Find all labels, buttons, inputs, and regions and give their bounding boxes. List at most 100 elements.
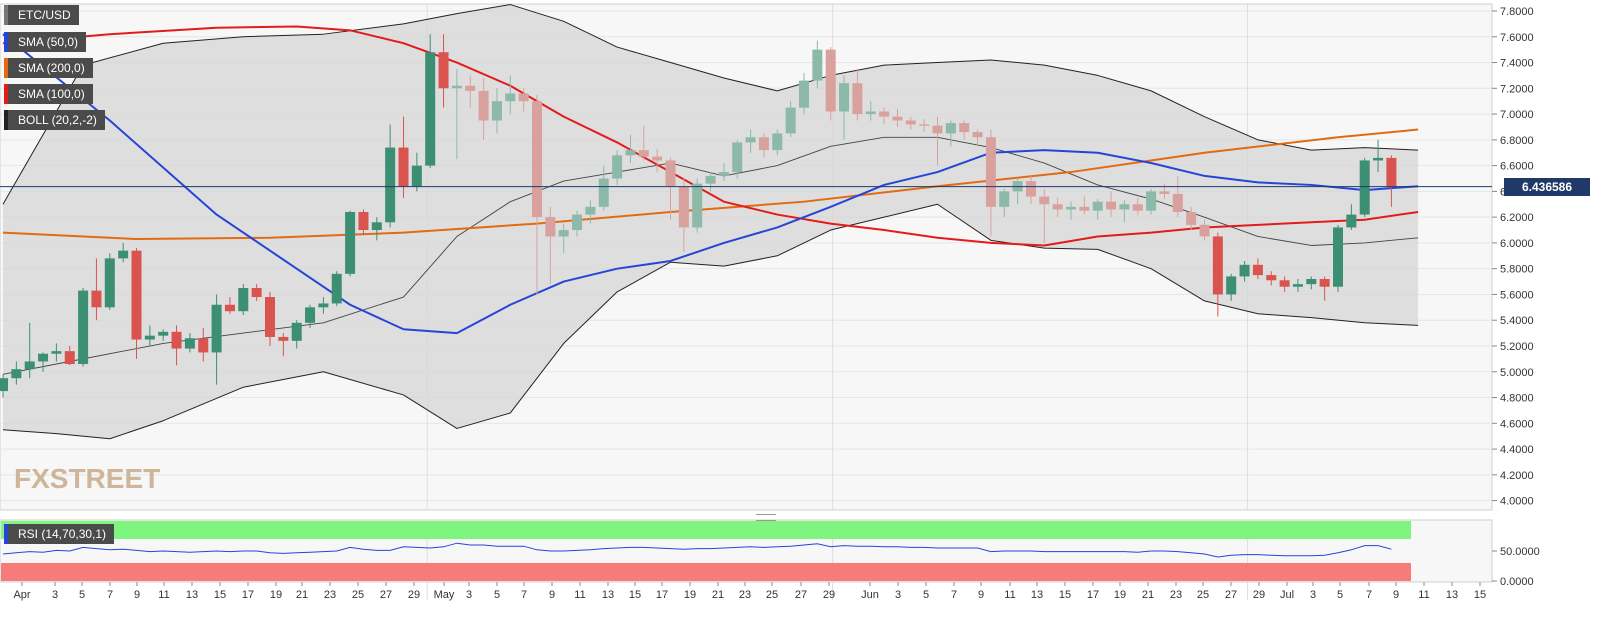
candle — [612, 150, 623, 185]
x-tick-label: 25 — [352, 589, 364, 601]
candle-body — [331, 273, 342, 304]
candle — [1279, 276, 1290, 292]
candle-body — [211, 304, 222, 353]
candle — [825, 47, 836, 121]
x-tick-label: 15 — [214, 589, 226, 601]
candle — [438, 34, 449, 108]
candle-body — [758, 137, 769, 151]
candle-body — [945, 123, 956, 134]
candle — [158, 329, 169, 341]
x-tick-label: 3 — [52, 589, 58, 601]
candle — [144, 325, 155, 346]
candle — [692, 178, 703, 233]
candle-body — [1386, 157, 1397, 187]
y-tick-label: 5.6000 — [1500, 289, 1534, 301]
candle — [505, 75, 516, 115]
candle — [224, 297, 235, 314]
candle-body — [1212, 236, 1223, 295]
candle — [1186, 206, 1197, 231]
candle-body — [411, 165, 422, 187]
x-tick-label: 25 — [766, 589, 778, 601]
candle — [1106, 191, 1117, 218]
candle-body — [1079, 206, 1090, 211]
x-tick-label: 7 — [1366, 589, 1372, 601]
candle-body — [1066, 206, 1076, 210]
candle-body — [932, 125, 943, 134]
candle — [265, 291, 275, 346]
candle — [772, 129, 783, 156]
candle-body — [0, 378, 8, 392]
candle — [625, 134, 636, 164]
y-tick-label: 7.6000 — [1500, 32, 1534, 44]
legend-rsi[interactable]: RSI (14,70,30,1) — [4, 524, 115, 544]
x-tick-label: 13 — [1446, 589, 1458, 601]
candle — [665, 157, 676, 220]
candle-body — [425, 52, 436, 166]
x-tick-label: 11 — [574, 589, 585, 601]
candle — [732, 139, 743, 179]
x-tick-label: 27 — [380, 589, 392, 601]
candle — [331, 271, 342, 307]
candle-body — [1306, 278, 1317, 285]
candle-body — [638, 150, 649, 157]
x-tick-label: 19 — [1114, 589, 1126, 601]
candle-body — [772, 133, 783, 151]
candle — [278, 333, 289, 357]
candle — [411, 152, 422, 192]
rsi-line — [2, 542, 1392, 558]
x-tick-label: 9 — [1393, 589, 1399, 601]
candle-body — [158, 331, 169, 336]
candle — [131, 248, 142, 359]
candle — [652, 148, 663, 173]
candle — [1119, 200, 1130, 223]
candle — [972, 129, 983, 147]
candle-body — [51, 351, 62, 354]
candle-body — [371, 222, 382, 231]
bollinger-middle-line — [2, 136, 1419, 375]
sma200-line — [2, 128, 1419, 241]
y-tick-label: 4.2000 — [1500, 470, 1534, 482]
candle — [1252, 258, 1263, 279]
candle — [932, 116, 943, 166]
x-tick-label: 29 — [1253, 589, 1265, 601]
candle-body — [1226, 276, 1237, 295]
current-price-label: 6.436586 — [1504, 177, 1590, 196]
candle-body — [892, 116, 903, 121]
candle — [1359, 157, 1370, 218]
x-tick-label: 5 — [1337, 589, 1343, 601]
x-tick-label: 21 — [1142, 589, 1154, 601]
y-tick-label: 6.6000 — [1500, 161, 1534, 173]
candle — [0, 374, 8, 398]
legend-symbol[interactable]: ETC/USD — [4, 5, 79, 25]
bollinger-upper-line — [2, 4, 1419, 205]
legend-boll[interactable]: BOLL (20,2,-2) — [4, 110, 105, 130]
x-tick-label: 23 — [1170, 589, 1182, 601]
x-tick-label: May — [434, 589, 455, 601]
candle-body — [919, 124, 930, 126]
candle-body — [799, 80, 809, 108]
candle-body — [905, 120, 916, 125]
candle-body — [558, 230, 569, 237]
candle — [1373, 139, 1384, 173]
legend-sma200[interactable]: SMA (200,0) — [4, 58, 93, 78]
candle-body — [64, 351, 75, 365]
candle — [358, 209, 369, 236]
candle — [198, 327, 209, 362]
candle — [24, 322, 35, 379]
pane-resize-handle[interactable] — [756, 514, 776, 521]
x-tick-label: 29 — [408, 589, 420, 601]
candle-body — [238, 288, 249, 312]
candle-body — [478, 90, 489, 121]
legend-sma100[interactable]: SMA (100,0) — [4, 84, 93, 104]
candle-body — [11, 369, 22, 379]
x-tick-label: 19 — [270, 589, 282, 601]
candle-body — [1292, 284, 1303, 287]
candle-body — [91, 290, 102, 308]
candle-body — [118, 250, 129, 259]
candle — [91, 258, 102, 321]
legend-sma50[interactable]: SMA (50,0) — [4, 32, 87, 52]
candle-body — [251, 288, 262, 298]
candle — [1212, 232, 1223, 317]
candle-body — [1239, 264, 1250, 277]
